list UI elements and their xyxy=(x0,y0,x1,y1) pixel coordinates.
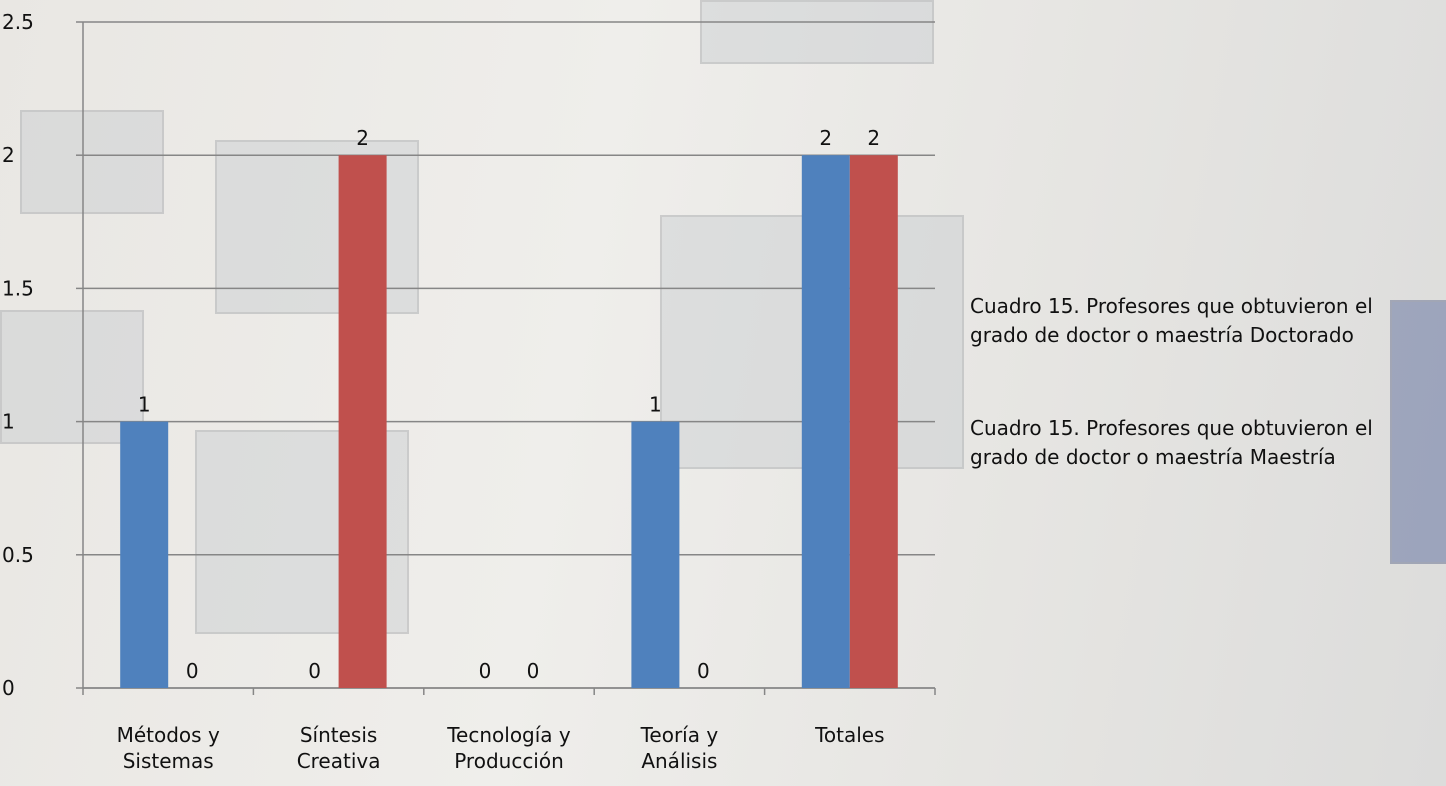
bar xyxy=(339,155,387,688)
data-label: 1 xyxy=(138,393,151,417)
y-tick-label: 0.5 xyxy=(2,543,34,567)
x-tick-label: Tecnología y Producción xyxy=(429,722,589,774)
data-label: 0 xyxy=(479,659,492,683)
x-tick-label: Totales xyxy=(770,722,930,748)
bar xyxy=(850,155,898,688)
x-tick-label: Métodos y Sistemas xyxy=(88,722,248,774)
legend-label: Cuadro 15. Profesores que obtuvieron el … xyxy=(970,292,1436,350)
legend-item: Cuadro 15. Profesores que obtuvieron el … xyxy=(946,414,1436,472)
data-label: 1 xyxy=(649,393,662,417)
bar xyxy=(120,422,168,688)
page: 0 0.5 1 1.5 2 2.5 1 0 0 2 0 0 1 0 2 2 Métodos y Sistema… xyxy=(0,0,1446,786)
y-tick-label: 1.5 xyxy=(2,276,34,300)
legend-item: Cuadro 15. Profesores que obtuvieron el … xyxy=(946,292,1436,350)
data-label: 2 xyxy=(819,126,832,150)
bar xyxy=(802,155,850,688)
y-tick-label: 1 xyxy=(2,410,15,434)
x-tick-label: Síntesis Creativa xyxy=(259,722,419,774)
y-tick-label: 0 xyxy=(2,676,15,700)
data-label: 0 xyxy=(308,659,321,683)
data-label: 2 xyxy=(356,126,369,150)
y-tick-label: 2 xyxy=(2,143,15,167)
data-label: 0 xyxy=(527,659,540,683)
legend-label: Cuadro 15. Profesores que obtuvieron el … xyxy=(970,414,1436,472)
data-label: 0 xyxy=(697,659,710,683)
data-label: 2 xyxy=(867,126,880,150)
y-tick-label: 2.5 xyxy=(2,10,34,34)
data-label: 0 xyxy=(186,659,199,683)
x-tick-label: Teoría y Análisis xyxy=(599,722,759,774)
bar xyxy=(631,422,679,688)
chart: 0 0.5 1 1.5 2 2.5 1 0 0 2 0 0 1 0 2 2 xyxy=(0,0,1446,786)
